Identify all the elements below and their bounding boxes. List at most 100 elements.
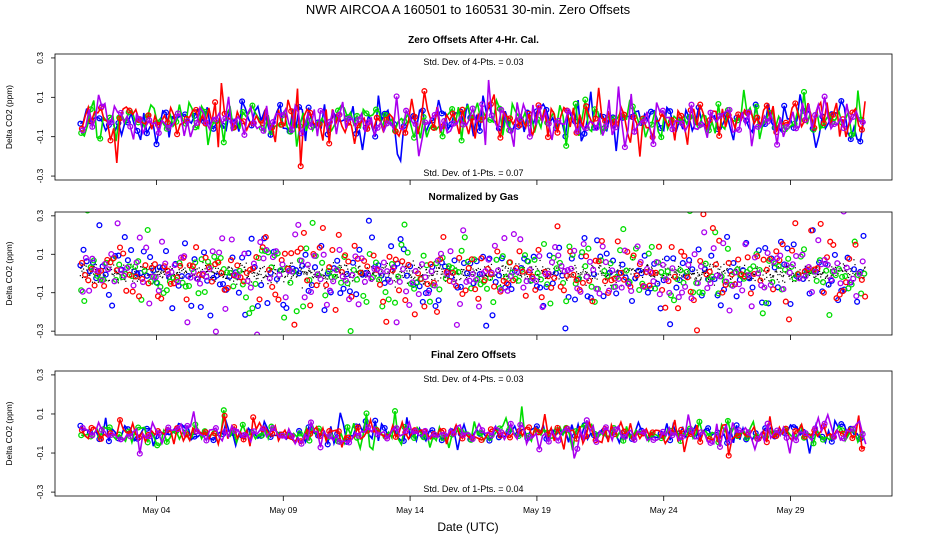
reference-point [264,271,266,273]
data-point [696,418,703,425]
reference-point [162,276,164,278]
data-point [468,256,475,263]
reference-point [475,268,477,271]
data-point [88,424,95,431]
data-point [163,438,170,445]
reference-point [708,278,710,281]
reference-point [313,273,315,276]
reference-point [369,279,372,281]
data-point [302,251,309,258]
data-point [800,88,808,95]
data-point [449,269,456,276]
reference-point [304,279,307,281]
data-point [300,303,307,310]
reference-point [198,267,200,269]
data-point [326,118,334,125]
data-point [835,265,842,273]
reference-point [209,276,211,279]
reference-point [768,280,770,282]
reference-point [263,276,265,279]
data-point [710,245,717,252]
reference-point [99,274,102,276]
data-point [82,254,89,261]
data-point [450,279,457,286]
reference-point [525,273,527,275]
reference-point [591,277,593,280]
plot-frame [54,53,893,181]
reference-point [197,279,199,281]
reference-point [678,270,680,272]
reference-point [383,267,385,269]
data-point [793,252,800,260]
data-point [450,430,457,437]
reference-point [340,265,342,267]
reference-point [290,262,292,264]
reference-point [372,271,374,274]
data-point [360,292,367,299]
data-point [386,253,393,260]
data-point [403,288,410,295]
reference-point [713,278,715,280]
data-point [611,118,618,125]
reference-point [813,276,815,278]
data-point [226,189,231,194]
reference-point [213,272,215,274]
reference-point [311,271,313,274]
data-point [564,108,571,115]
data-point [409,343,414,348]
reference-point [97,281,99,283]
data-point [677,267,684,274]
reference-point [273,264,275,267]
reference-point [749,278,751,280]
data-point [395,273,402,280]
data-point [464,270,471,277]
reference-point [405,267,407,269]
y-tick-label: -0.1 [35,285,45,300]
data-point [239,108,246,116]
reference-point [134,271,136,273]
data-point [276,271,283,278]
reference-point [420,274,422,277]
reference-point [547,274,550,276]
data-point [239,281,246,288]
reference-point [731,277,734,279]
reference-point [616,275,618,277]
reference-point [228,266,230,268]
data-point [421,88,428,95]
data-point [288,126,296,133]
data-point [144,226,151,234]
data-point [126,271,133,278]
reference-point [247,272,249,274]
data-point [222,428,229,435]
reference-point [593,275,595,277]
data-point [124,264,131,271]
data-point [567,248,574,255]
data-point [644,289,651,296]
data-point [333,266,340,274]
data-point [322,292,329,299]
data-point [579,249,586,256]
data-point [212,425,219,432]
data-point [770,258,777,265]
data-point [259,244,266,251]
data-point [373,114,380,121]
data-point [651,285,659,292]
data-point [693,341,698,346]
data-point [431,282,438,289]
data-point [520,284,527,291]
data-point [230,283,237,290]
reference-point [186,282,188,285]
reference-point [286,275,289,277]
data-point [784,245,791,252]
reference-point [281,275,283,277]
reference-point [343,264,346,266]
data-point [681,252,688,260]
reference-point [589,275,591,277]
data-point [554,129,561,136]
data-point [282,294,289,301]
data-point [346,296,353,303]
reference-point [351,280,354,282]
data-point [177,254,185,261]
data-point [364,263,371,270]
reference-point [766,276,768,279]
